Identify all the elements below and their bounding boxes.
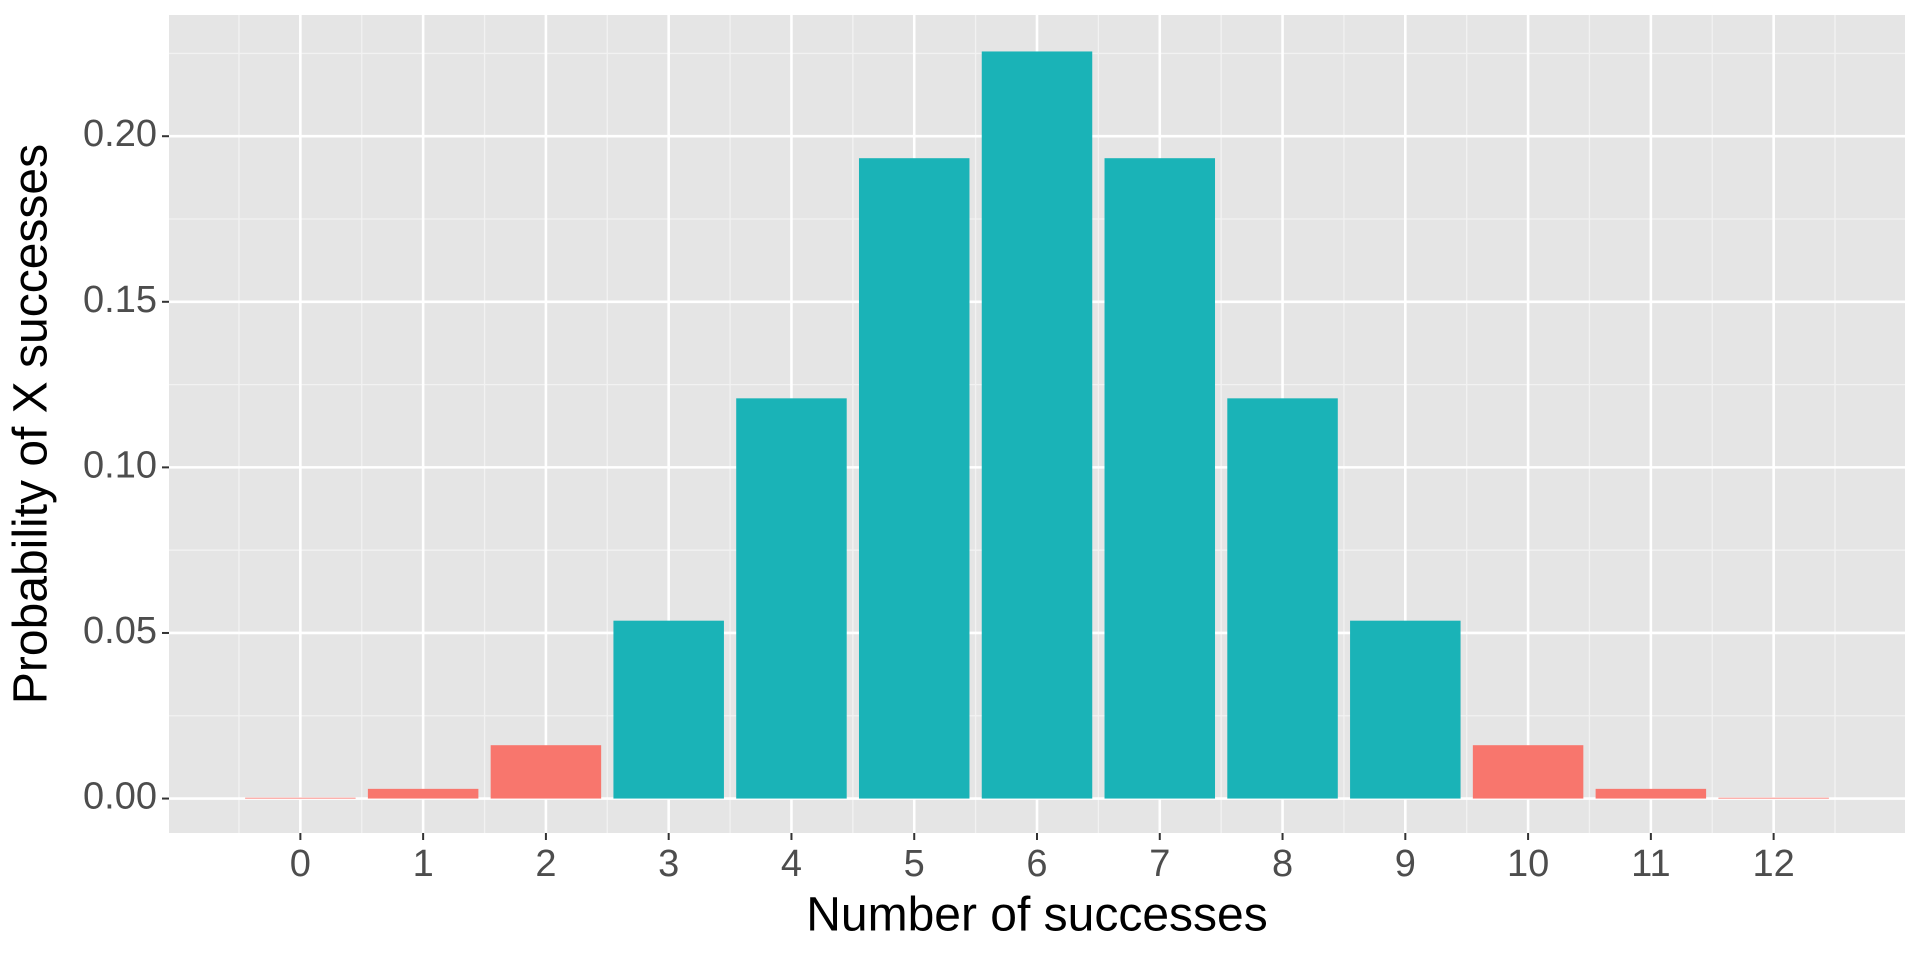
x-axis-title: Number of successes bbox=[806, 889, 1268, 942]
labels: 0.000.050.100.150.200 1 2 3 4 5 6 7 8 9 10 11 12 bbox=[83, 113, 1795, 885]
x-tick-label: 4 bbox=[781, 843, 802, 885]
bar bbox=[1350, 620, 1461, 799]
x-tick-label: 11 bbox=[1631, 843, 1670, 885]
x-tick-label: 2 bbox=[535, 843, 556, 885]
bar bbox=[736, 398, 847, 799]
x-tick-label: 3 bbox=[658, 843, 679, 885]
y-tick-label: 0.15 bbox=[83, 279, 157, 321]
x-tick-label: 5 bbox=[904, 843, 925, 885]
x-tick-label: 7 bbox=[1149, 843, 1170, 885]
bar bbox=[1472, 745, 1584, 799]
y-axis-title: Probability of X successes bbox=[5, 144, 58, 704]
bar bbox=[1718, 797, 1829, 799]
x-tick-label: 0 bbox=[290, 843, 311, 885]
bar bbox=[367, 788, 479, 799]
bar bbox=[245, 797, 356, 799]
bar bbox=[1227, 398, 1338, 799]
x-tick-label: 12 bbox=[1752, 843, 1794, 885]
y-tick-label: 0.20 bbox=[83, 113, 157, 155]
bars bbox=[245, 51, 1829, 799]
bar bbox=[981, 51, 1093, 799]
bar bbox=[1104, 158, 1216, 799]
x-tick-label: 10 bbox=[1507, 843, 1549, 885]
bar bbox=[1595, 788, 1707, 799]
x-tick-label: 9 bbox=[1395, 843, 1416, 885]
y-tick-label: 0.05 bbox=[83, 610, 157, 652]
x-tick-label: 6 bbox=[1026, 843, 1047, 885]
y-tick-label: 0.10 bbox=[83, 444, 157, 486]
bar bbox=[490, 745, 602, 799]
y-tick-label: 0.00 bbox=[83, 776, 157, 818]
bar bbox=[613, 620, 724, 799]
bar bbox=[858, 158, 970, 799]
x-tick-label: 8 bbox=[1272, 843, 1293, 885]
x-tick-label: 1 bbox=[413, 843, 434, 885]
